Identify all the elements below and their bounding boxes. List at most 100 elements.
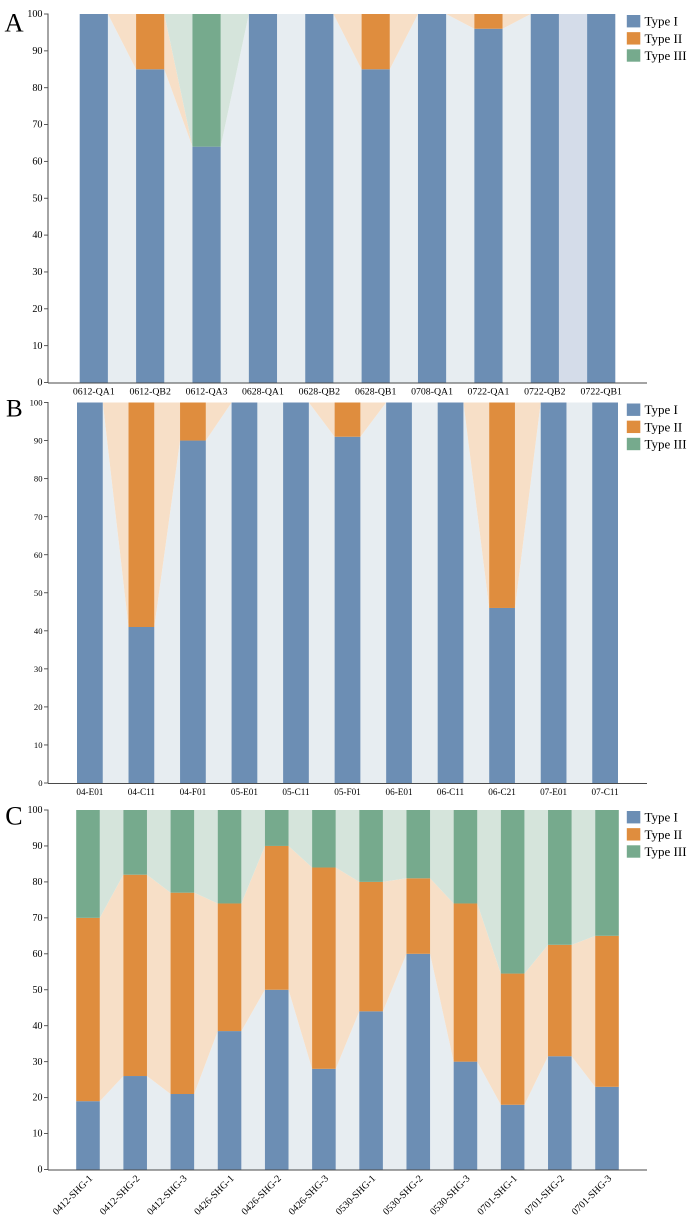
x-tick-label: 04-C11 [128,787,156,797]
connector-type2 [333,14,362,70]
connector-type3 [288,810,313,868]
connector-type2 [463,402,490,608]
y-tick-label: 90 [34,436,43,446]
connector-type1 [477,1061,501,1170]
connector-type1 [333,14,362,383]
connector-type3 [146,810,171,893]
connector-type3 [477,810,501,974]
legend-label: Type I [645,402,678,417]
bar-segment-type2 [595,935,619,1087]
bar-segment-type1 [312,1068,336,1170]
legend-label: Type III [645,436,687,451]
bar-segment-type2 [76,917,100,1102]
y-tick-label: 20 [33,1093,43,1104]
connector-type2 [241,845,265,1032]
connector-type2 [288,845,313,1069]
connector-type2 [571,935,596,1087]
connector-type1 [205,402,232,783]
y-tick-label: 40 [34,626,43,636]
x-tick-label: 06-C11 [437,787,465,797]
bar-segment-type1 [361,69,390,383]
bar-segment-type1 [136,69,165,383]
x-tick-label: 06-C21 [488,787,516,797]
y-tick-label: 20 [34,702,43,712]
x-tick-label: 0412-SHG-1 [51,1173,95,1217]
panel-letter: A [5,7,24,37]
x-tick-label: 0426-SHG-2 [240,1173,284,1217]
x-tick-label: 0412-SHG-3 [145,1173,189,1217]
connector-type2 [446,14,475,29]
bar-segment-type1 [170,1094,195,1170]
y-tick-label: 50 [32,193,42,204]
connector-type1 [446,14,475,383]
connector-type1 [524,1056,549,1170]
connector-type1 [382,953,407,1170]
connector-type1 [430,953,454,1170]
bar-segment-type1 [359,1011,383,1170]
bar-segment-type2 [334,402,361,437]
bar-segment-type2 [548,944,572,1057]
connector-type1 [558,14,588,383]
legend-label: Type III [645,844,687,859]
bar-segment-type3 [595,810,619,936]
connector-type2 [308,402,335,437]
connector-type1 [335,1011,360,1170]
x-tick-label: 0612-QB2 [129,387,170,398]
connector-type1 [257,402,284,783]
panel-letter: C [5,802,22,831]
x-tick-label: 07-C11 [592,787,620,797]
bar-segment-type2 [217,903,242,1032]
bar-segment-type3 [217,810,242,904]
bar-segment-type3 [312,810,336,868]
bar-segment-type1 [231,402,258,783]
bar-segment-type1 [79,14,108,383]
bar-segment-type1 [587,14,616,383]
y-tick-label: 60 [34,550,43,560]
bar-segment-type1 [283,402,309,783]
bar-segment-type1 [77,402,103,783]
y-tick-label: 10 [33,1129,43,1140]
bar-segment-type1 [248,14,278,383]
connector-type1 [571,1056,596,1170]
y-tick-label: 100 [28,805,43,816]
connector-type2 [194,892,218,1095]
connector-type2 [107,14,137,70]
connector-type2 [389,14,418,70]
connector-type2 [102,402,129,627]
x-tick-label: 0701-SHG-3 [570,1173,614,1217]
bar-segment-type1 [386,402,412,783]
bar-segment-type1 [437,402,464,783]
bar-segment-type3 [192,14,221,147]
connector-type1 [288,989,313,1170]
connector-type3 [194,810,218,904]
connector-type1 [389,14,418,383]
bar-segment-type1 [305,14,334,383]
connector-type3 [220,14,249,147]
bar-segment-type1 [595,1086,619,1170]
bar-segment-type3 [123,810,147,875]
bar-segment-type2 [359,881,383,1012]
bar-segment-type3 [453,810,478,904]
y-tick-label: 50 [34,588,43,598]
bar-segment-type2 [453,903,478,1062]
bar-segment-type2 [474,14,503,29]
connector-type1 [566,402,593,783]
connector-type2 [154,402,181,627]
bar-segment-type3 [359,810,383,882]
chart-panel-B: 0 10 20 30 40 50 60 70 80 90 100 04-E01 04-C11 04-F01… [6,396,687,797]
bar-segment-type1 [530,14,559,383]
y-tick-label: 60 [33,949,43,960]
x-tick-label: 0612-QA3 [186,387,228,398]
legend-label: Type II [645,31,683,46]
connector-type2 [335,867,360,1069]
connector-type3 [571,810,596,945]
chart-panel-A: 0 10 20 30 40 50 60 70 80 90 100 0612-QA1 0612-QB2 06… [5,7,687,397]
connector-type1 [308,402,335,783]
connector-type3 [524,810,549,974]
y-tick-label: 80 [34,474,43,484]
bar-segment-type3 [500,810,525,974]
y-tick-label: 100 [27,9,42,20]
bar-segment-type2 [500,973,525,1105]
bar-segment-type2 [170,892,195,1094]
x-tick-label: 0722-QA1 [467,387,509,398]
